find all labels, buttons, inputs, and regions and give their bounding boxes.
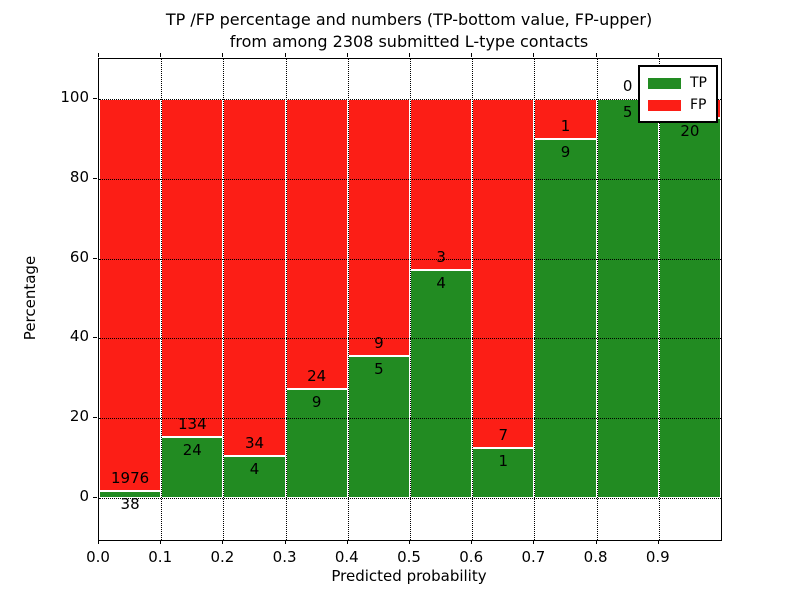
bar-segment-fp-0 <box>99 98 162 491</box>
x-tickmark-top-1 <box>160 53 162 57</box>
bar-segment-tp-9 <box>658 117 721 499</box>
x-tick-label-3: 0.3 <box>272 548 297 566</box>
y-axis-title: Percentage <box>21 255 39 341</box>
x-tick-label-1: 0.1 <box>148 548 173 566</box>
x-tick-label-7: 0.7 <box>521 548 546 566</box>
bar-segment-tp-8 <box>596 98 659 499</box>
legend-label-fp: FP <box>690 97 707 113</box>
bar-segment-tp-0 <box>99 490 162 499</box>
bar-segment-fp-1 <box>161 98 224 438</box>
bar-segment-fp-2 <box>223 98 286 457</box>
x-tickmark-top-8 <box>595 53 597 57</box>
bars-layer <box>99 59 721 540</box>
x-tickmark-top-0 <box>98 53 99 57</box>
chart-title-line2: from among 2308 submitted L-type contact… <box>229 32 589 51</box>
x-tickmark-bottom-3 <box>284 540 286 544</box>
y-tickmark-80 <box>93 177 97 179</box>
bar-segment-tp-2 <box>223 456 286 499</box>
legend-item-fp: FP <box>648 94 707 116</box>
bar-segment-fp-5 <box>410 98 473 270</box>
x-tick-label-4: 0.4 <box>334 548 359 566</box>
bar-segment-tp-4 <box>347 355 410 499</box>
y-tick-label-80: 80 <box>69 167 89 186</box>
x-tick-label-5: 0.5 <box>397 548 421 566</box>
x-tickmark-bottom-5 <box>409 540 410 544</box>
bar-segment-tp-3 <box>285 389 348 499</box>
x-tickmark-bottom-9 <box>657 540 659 544</box>
bar-segment-fp-4 <box>347 98 410 356</box>
x-tick-label-8: 0.8 <box>583 548 608 566</box>
y-tick-label-20: 20 <box>69 407 89 426</box>
x-tickmark-bottom-1 <box>160 540 162 544</box>
bar-segment-tp-5 <box>410 269 473 499</box>
x-tick-label-6: 0.6 <box>459 548 484 566</box>
bar-segment-tp-1 <box>161 437 224 499</box>
bar-segment-fp-6 <box>472 98 535 449</box>
bar-segment-fp-3 <box>285 98 348 390</box>
y-tickmark-20 <box>93 417 97 419</box>
x-tickmark-bottom-6 <box>471 540 473 544</box>
chart-title: TP /FP percentage and numbers (TP-bottom… <box>98 9 720 53</box>
bar-segment-tp-6 <box>472 448 535 499</box>
y-tick-label-0: 0 <box>79 487 89 506</box>
y-tickmark-100 <box>93 97 97 99</box>
y-tickmark-60 <box>93 257 97 259</box>
x-tickmark-top-4 <box>346 53 348 57</box>
y-tick-label-40: 40 <box>69 327 89 346</box>
x-tickmark-bottom-7 <box>533 540 535 544</box>
x-tickmark-bottom-8 <box>595 540 597 544</box>
x-tickmark-top-7 <box>533 53 535 57</box>
x-tickmark-top-6 <box>471 53 473 57</box>
plot-area: 1976 38 134 24 34 4 24 9 9 5 3 4 7 1 1 9 0 5 20 TP FP <box>98 58 722 541</box>
x-tick-label-0: 0.0 <box>86 548 110 566</box>
y-tick-label-100: 100 <box>60 87 89 106</box>
bar-segment-tp-7 <box>534 138 597 499</box>
legend: TP FP <box>638 65 718 123</box>
legend-item-tp: TP <box>648 72 707 94</box>
x-tick-label-2: 0.2 <box>210 548 235 566</box>
x-axis-title: Predicted probability <box>331 567 487 585</box>
y-tickmark-0 <box>93 497 97 499</box>
fp-color-swatch-icon <box>648 99 681 111</box>
y-tickmark-40 <box>93 337 97 339</box>
bar-segment-fp-7 <box>534 98 597 139</box>
x-tickmark-bottom-4 <box>346 540 348 544</box>
chart-title-line1: TP /FP percentage and numbers (TP-bottom… <box>165 10 653 29</box>
x-tickmark-top-5 <box>409 53 410 57</box>
x-tickmark-top-9 <box>657 53 659 57</box>
x-tickmark-bottom-2 <box>222 540 224 544</box>
x-tickmark-bottom-0 <box>98 540 99 544</box>
x-tick-label-9: 0.9 <box>645 548 670 566</box>
tp-color-swatch-icon <box>648 77 681 89</box>
y-tick-label-60: 60 <box>69 247 89 266</box>
x-tickmark-top-2 <box>222 53 224 57</box>
x-tickmark-top-3 <box>284 53 286 57</box>
legend-label-tp: TP <box>690 75 707 91</box>
